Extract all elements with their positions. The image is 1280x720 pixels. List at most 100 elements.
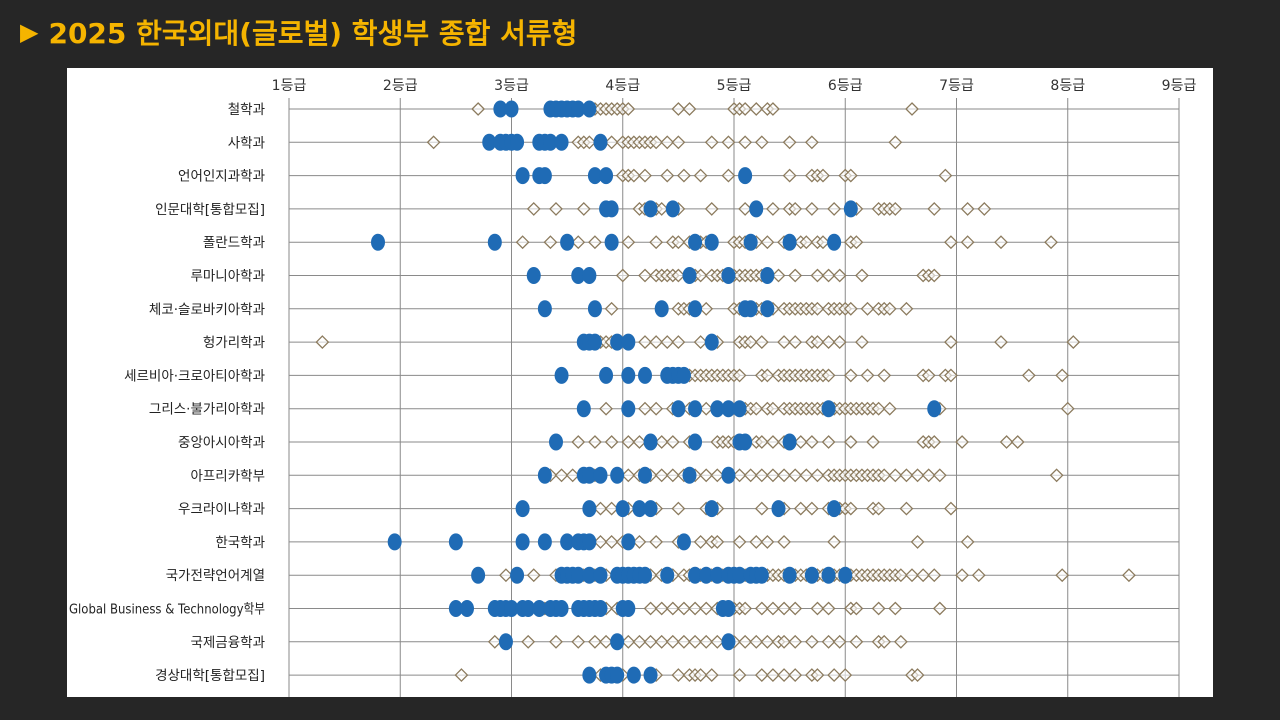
applicant-diamond-point [749, 401, 764, 416]
applicant-diamond-point [654, 435, 669, 449]
applicant-diamond-point [1010, 435, 1025, 449]
applicant-diamond-point [888, 135, 903, 150]
applicant-diamond-point [816, 168, 830, 183]
enrolled-circle-point [638, 566, 652, 584]
enrolled-circle-point [710, 566, 725, 584]
enrolled-circle-point [571, 100, 586, 118]
applicant-diamond-point [793, 435, 808, 449]
applicant-diamond-point [710, 468, 725, 483]
enrolled-circle-point [543, 133, 558, 151]
applicant-diamond-point [1066, 335, 1081, 350]
applicant-diamond-point [665, 468, 680, 483]
category-label: 경상대학[통합모집] [155, 668, 265, 684]
enrolled-circle-point [560, 533, 575, 551]
x-tick-label: 5등급 [717, 78, 752, 94]
enrolled-circle-point [643, 500, 658, 518]
enrolled-circle-point [610, 466, 625, 484]
applicant-diamond-point [788, 335, 803, 350]
applicant-diamond-point [754, 668, 769, 683]
applicant-diamond-point [688, 634, 702, 649]
enrolled-circle-point [510, 566, 525, 584]
applicant-diamond-point [960, 235, 975, 250]
enrolled-circle-point [582, 100, 597, 118]
applicant-diamond-point [549, 201, 563, 216]
applicant-diamond-point [760, 368, 775, 383]
enrolled-circle-point [593, 133, 608, 151]
applicant-diamond-point [1021, 368, 1036, 383]
enrolled-circle-point [621, 366, 636, 384]
applicant-diamond-point [754, 335, 769, 350]
enrolled-circle-point [688, 400, 703, 418]
applicant-diamond-point [649, 401, 664, 416]
applicant-diamond-point [454, 668, 469, 683]
enrolled-circle-point [671, 400, 686, 418]
enrolled-circle-point [643, 433, 658, 451]
applicant-diamond-point [638, 168, 652, 183]
applicant-diamond-point [738, 634, 753, 649]
enrolled-circle-point [827, 233, 842, 251]
applicant-diamond-point [693, 168, 708, 183]
applicant-diamond-point [921, 368, 936, 383]
applicant-diamond-point [855, 268, 869, 283]
applicant-diamond-point [699, 634, 714, 649]
applicant-diamond-point [810, 668, 825, 683]
applicant-diamond-point [804, 501, 819, 516]
category-label: 중앙아시아학과 [178, 435, 265, 451]
enrolled-circle-point [632, 500, 647, 518]
applicant-diamond-point [843, 168, 858, 183]
applicant-diamond-point [660, 168, 675, 183]
applicant-diamond-point [882, 301, 897, 316]
applicant-diamond-point [905, 102, 919, 116]
applicant-diamond-point [788, 468, 803, 483]
applicant-diamond-point [766, 102, 780, 116]
applicant-diamond-point [671, 268, 686, 283]
applicant-diamond-point [671, 335, 686, 350]
applicant-diamond-point [910, 534, 925, 549]
applicant-diamond-point [721, 135, 736, 150]
slide-title: ▶ 2025 한국외대(글로벌) 학생부 종합 서류형 [20, 10, 577, 54]
applicant-diamond-point [487, 634, 502, 649]
applicant-diamond-point [604, 435, 619, 449]
applicant-diamond-point [944, 501, 958, 516]
applicant-diamond-point [671, 668, 686, 683]
applicant-diamond-point [932, 468, 947, 483]
enrolled-circle-point [599, 366, 614, 384]
enrolled-circle-point [643, 666, 658, 684]
applicant-diamond-point [749, 102, 764, 116]
applicant-diamond-point [543, 235, 558, 250]
enrolled-circle-point [504, 100, 519, 118]
enrolled-circle-point [587, 300, 602, 318]
enrolled-circle-point [704, 233, 719, 251]
applicant-diamond-point [821, 368, 836, 383]
x-tick-label: 9등급 [1162, 78, 1197, 94]
enrolled-circle-point [587, 167, 602, 185]
category-label: 세르비아·크로아티아학과 [124, 368, 265, 384]
enrolled-circle-point [515, 500, 530, 518]
enrolled-circle-point [760, 267, 775, 284]
x-tick-label: 7등급 [939, 78, 974, 94]
category-label: 국제금융학과 [190, 635, 265, 651]
applicant-diamond-point [832, 268, 847, 283]
triangle-right-icon: ▶ [20, 18, 39, 46]
enrolled-circle-point [827, 500, 842, 518]
applicant-diamond-point [754, 135, 769, 150]
enrolled-circle-point [582, 500, 597, 518]
applicant-diamond-point [1049, 468, 1064, 483]
applicant-diamond-point [777, 335, 791, 350]
applicant-diamond-point [526, 568, 541, 583]
applicant-diamond-point [871, 501, 886, 516]
enrolled-circle-point [610, 633, 625, 651]
applicant-diamond-point [888, 601, 903, 616]
applicant-diamond-point [888, 201, 903, 216]
applicant-diamond-point [782, 135, 797, 150]
applicant-diamond-point [860, 368, 875, 383]
applicant-diamond-point [977, 201, 992, 216]
applicant-diamond-point [893, 634, 908, 649]
applicant-diamond-point [838, 668, 853, 683]
applicant-diamond-point [888, 468, 903, 483]
applicant-diamond-point [927, 268, 942, 283]
enrolled-circle-point [682, 466, 697, 484]
applicant-diamond-point [788, 668, 803, 683]
applicant-diamond-point [821, 435, 836, 449]
enrolled-circle-point [582, 466, 597, 484]
